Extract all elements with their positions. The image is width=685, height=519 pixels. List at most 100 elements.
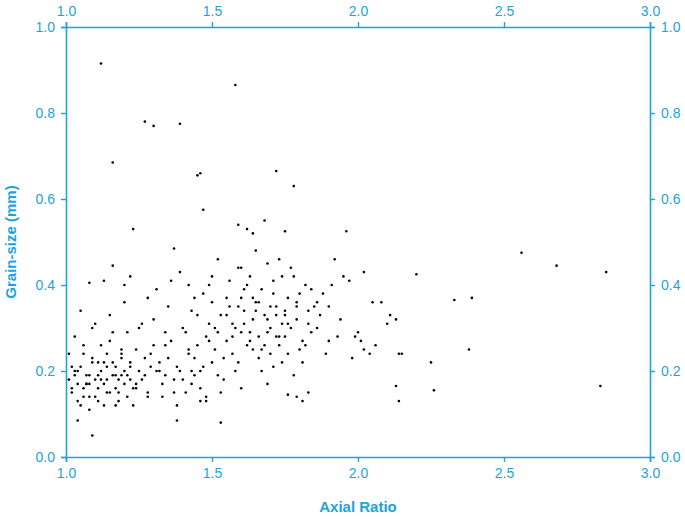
point: [322, 292, 325, 295]
point: [292, 275, 295, 278]
point: [225, 340, 228, 343]
point: [76, 419, 79, 422]
point: [395, 385, 398, 388]
tick-label: 0.0: [36, 449, 56, 465]
point: [126, 374, 129, 377]
point: [272, 279, 275, 282]
point: [117, 400, 120, 403]
point: [155, 288, 158, 291]
point: [260, 348, 263, 351]
tick-label: 0.2: [36, 363, 56, 379]
point: [415, 273, 418, 276]
point: [176, 404, 179, 407]
point: [132, 404, 135, 407]
tick-label: 0.4: [36, 277, 56, 293]
point: [255, 249, 258, 252]
point: [123, 383, 126, 386]
point: [205, 400, 208, 403]
point: [211, 301, 214, 304]
point: [339, 318, 342, 321]
point: [193, 357, 196, 360]
point: [281, 275, 284, 278]
axis-line: [651, 28, 656, 458]
tick: 2.5: [495, 457, 515, 481]
y-axis-right: 0.00.20.40.60.81.0: [650, 19, 681, 465]
point: [328, 305, 331, 308]
point: [182, 327, 185, 330]
tick-mark: [358, 457, 359, 462]
point: [76, 383, 79, 386]
point: [85, 374, 88, 377]
point: [260, 288, 263, 291]
point: [111, 331, 114, 334]
point: [301, 361, 304, 364]
point: [295, 318, 298, 321]
point: [298, 348, 301, 351]
point: [257, 357, 260, 360]
point: [179, 271, 182, 274]
point: [135, 387, 138, 390]
point: [103, 383, 106, 386]
point: [430, 361, 433, 364]
point: [269, 353, 272, 356]
point: [82, 353, 85, 356]
point: [123, 370, 126, 373]
point: [234, 327, 237, 330]
tick-mark: [61, 27, 66, 28]
point: [106, 378, 109, 381]
point: [252, 348, 255, 351]
y-axis-title: Grain-size (mm): [2, 185, 19, 298]
point: [275, 170, 278, 173]
point: [290, 267, 293, 270]
point: [132, 387, 135, 390]
tick: 0.8: [36, 105, 66, 121]
point: [217, 258, 220, 261]
point: [336, 335, 339, 338]
point: [202, 208, 205, 211]
point: [79, 365, 82, 368]
point: [196, 174, 199, 177]
point: [319, 314, 322, 317]
point: [234, 84, 237, 87]
point: [193, 374, 196, 377]
point: [266, 383, 269, 386]
point: [182, 378, 185, 381]
point: [114, 404, 117, 407]
point: [120, 357, 123, 360]
point: [103, 361, 106, 364]
point: [453, 299, 456, 302]
point: [88, 383, 91, 386]
tick: 1.0: [57, 457, 77, 481]
point: [278, 258, 281, 261]
tick-label: 1.5: [203, 3, 223, 19]
point: [360, 340, 363, 343]
y-axis-left: 0.00.20.40.60.81.0: [36, 19, 67, 465]
point: [225, 297, 228, 300]
point: [357, 331, 360, 334]
point: [292, 374, 295, 377]
tick: 1.0: [650, 19, 681, 35]
point: [120, 348, 123, 351]
point: [290, 327, 293, 330]
point: [278, 335, 281, 338]
x-axis-title: Axial Ratio: [319, 498, 397, 515]
point: [120, 374, 123, 377]
tick-mark: [650, 371, 655, 372]
tick: 0.4: [650, 277, 681, 293]
point: [111, 161, 114, 164]
point: [307, 322, 310, 325]
point: [138, 327, 141, 330]
point: [135, 348, 138, 351]
point: [263, 219, 266, 222]
point: [471, 297, 474, 300]
tick-mark: [61, 457, 66, 458]
point: [310, 331, 313, 334]
tick-label: 0.8: [36, 105, 56, 121]
point: [231, 335, 234, 338]
point: [152, 318, 155, 321]
point: [240, 267, 243, 270]
chart: 1.01.52.02.53.01.01.52.02.53.00.00.20.40…: [0, 0, 685, 519]
axis-line: [61, 28, 67, 458]
point: [158, 361, 161, 364]
point: [152, 125, 155, 128]
